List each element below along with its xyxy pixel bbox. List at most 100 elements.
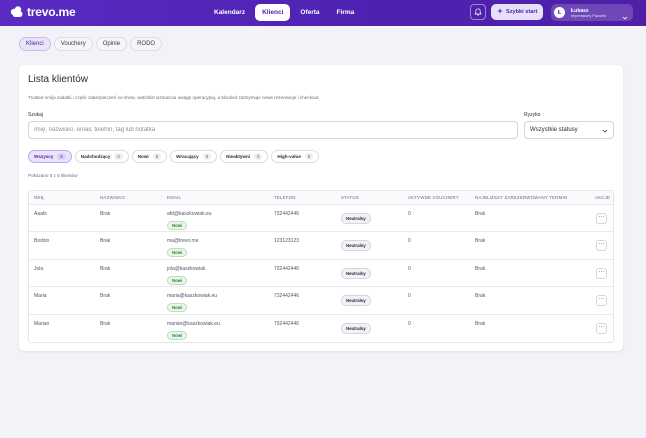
quick-start-button[interactable]: Szybki start (491, 4, 544, 20)
row-actions-button[interactable]: ··· (596, 240, 607, 252)
cell-last-name: Brak (100, 238, 111, 245)
tab-opinie[interactable]: Opinie (95, 37, 128, 51)
nav-kalendarz[interactable]: Kalendarz (214, 9, 246, 16)
cell-first-name: Bodzio (34, 238, 50, 245)
table-row[interactable]: Jola Brak jola@kaszkowiak 732442446 0 Brak Now… (29, 260, 613, 288)
status-badge: Neutralny (341, 240, 371, 252)
nav-klienci[interactable]: Klienci (255, 4, 291, 21)
card-description: Trusted omija zadatki i część zabezpiecz… (28, 95, 320, 100)
col-header-vouchers[interactable]: AKTYWNE VOUCHERY (408, 195, 459, 200)
filter-chip-wszyscy[interactable]: Wszyscy 5 (28, 150, 72, 163)
row-actions-button[interactable]: ··· (596, 213, 607, 224)
cell-phone: 123123123 (274, 238, 300, 245)
risk-label: Ryzyko (524, 112, 541, 118)
new-client-badge: Nowi (167, 248, 188, 258)
col-header-last-name[interactable]: NAZWISKO (100, 195, 126, 200)
cell-email: marian@kaszkowiak.eu (167, 320, 220, 327)
cell-last-name: Brak (100, 211, 111, 217)
cell-last-name: Brak (100, 293, 111, 300)
user-menu[interactable]: Ł Łukasz Impressivey Pazurek (551, 4, 633, 21)
nav-firma[interactable]: Firma (336, 9, 355, 16)
row-actions-button[interactable]: ··· (596, 295, 607, 307)
cell-email: maria@kaszkowiak.eu (167, 293, 218, 300)
cell-next-appointment: Brak (475, 238, 486, 245)
cell-next-appointment: Brak (475, 211, 486, 217)
quick-start-label: Szybki start (506, 9, 538, 15)
user-subtitle: Impressivey Pazurek (571, 13, 607, 18)
search-input[interactable] (28, 121, 518, 139)
nav-oferta[interactable]: Oferta (300, 9, 320, 16)
cell-vouchers: 0 (408, 238, 411, 245)
cell-phone: 732442446 (274, 211, 300, 217)
clients-card: Lista klientów Trusted omija zadatki i c… (19, 65, 623, 351)
filter-chip-count: 5 (57, 153, 66, 160)
col-header-email[interactable]: EMAIL (167, 195, 182, 200)
cell-first-name: Marian (34, 320, 50, 327)
status-badge: Neutralny (341, 267, 371, 279)
cell-phone: 732442446 (274, 265, 300, 272)
cell-next-appointment: Brak (475, 293, 486, 300)
filter-chip-label: Nieaktywni (226, 154, 251, 159)
cell-email: afd@kaszkowiak.eu (167, 211, 212, 217)
risk-select[interactable]: Wszystkie statusy (524, 121, 614, 139)
filter-chip-label: Wszyscy (34, 154, 54, 159)
tab-rodo[interactable]: RODO (130, 37, 163, 51)
clients-table: IMIĘ NAZWISKO EMAIL TELEFON STATUS AKTYW… (28, 190, 614, 343)
section-tabs: Klienci Vouchery Opinie RODO (19, 37, 163, 51)
status-badge: Neutralny (341, 295, 371, 307)
filter-chip-wracajacy[interactable]: Wracający 0 (170, 150, 218, 163)
table-row[interactable]: Bodzio Brak ma@trevo.me 123123123 0 Brak Nowi N… (29, 232, 613, 260)
new-client-badge: Nowi (167, 303, 188, 313)
new-client-badge: Nowi (167, 330, 188, 340)
status-badge: Neutralny (341, 213, 371, 224)
logo[interactable]: trevo.me (10, 5, 76, 19)
chevron-down-icon (622, 8, 628, 26)
cell-email: jola@kaszkowiak (167, 265, 206, 272)
cell-vouchers: 0 (408, 320, 411, 327)
notifications-button[interactable] (470, 4, 486, 20)
filter-chip-label: Wracający (176, 154, 199, 159)
risk-select-value: Wszystkie statusy (530, 127, 578, 133)
row-actions-button[interactable]: ··· (596, 322, 607, 334)
filter-chip-nowi[interactable]: Nowi 5 (131, 150, 168, 163)
cell-vouchers: 0 (408, 293, 411, 300)
page-title: Lista klientów (28, 74, 89, 85)
main-nav: Kalendarz Klienci Oferta Firma (207, 4, 361, 21)
filter-chip-count: 5 (152, 153, 162, 160)
cell-vouchers: 0 (408, 211, 411, 217)
filter-chip-high-value[interactable]: High-value 0 (271, 150, 320, 163)
cell-vouchers: 0 (408, 265, 411, 272)
segment-filters: Wszyscy 5 Nadchodzący 0 Nowi 5 Wracający… (28, 150, 320, 163)
filter-chip-count: 0 (202, 153, 212, 160)
col-header-actions: AKCJE (595, 195, 611, 200)
cell-next-appointment: Brak (475, 320, 486, 327)
table-row[interactable]: Marian Brak marian@kaszkowiak.eu 732442446 0… (29, 315, 613, 342)
bell-icon (474, 3, 482, 21)
filter-chip-label: Nowi (137, 154, 149, 159)
status-badge: Neutralny (341, 322, 371, 334)
table-row[interactable]: Maria Brak maria@kaszkowiak.eu 732442446 0 Br… (29, 287, 613, 315)
logo-icon (10, 5, 24, 19)
cell-next-appointment: Brak (475, 265, 486, 272)
cell-first-name: Maria (34, 293, 47, 300)
table-row[interactable]: Aaafs Brak afd@kaszkowiak.eu 732442446 0 Brak… (29, 205, 613, 233)
sparkle-icon (497, 8, 503, 16)
col-header-first-name[interactable]: IMIĘ (34, 195, 44, 200)
top-bar: trevo.me Kalendarz Klienci Oferta Firma … (0, 0, 646, 26)
user-name: Łukasz (571, 7, 589, 14)
tab-klienci[interactable]: Klienci (19, 37, 51, 51)
filter-chip-nieaktywni[interactable]: Nieaktywni 0 (220, 150, 269, 163)
cell-first-name: Jola (34, 265, 44, 272)
row-actions-button[interactable]: ··· (596, 267, 607, 279)
search-label: Szukaj (28, 112, 44, 118)
filter-chip-nadchodzacy[interactable]: Nadchodzący 0 (74, 150, 129, 163)
tab-vouchery[interactable]: Vouchery (53, 37, 93, 51)
cell-phone: 732442446 (274, 293, 300, 300)
col-header-status[interactable]: STATUS (341, 195, 359, 200)
filter-chip-label: Nadchodzący (80, 154, 111, 159)
logo-text: trevo.me (27, 5, 76, 19)
cell-first-name: Aaafs (34, 211, 47, 217)
col-header-phone[interactable]: TELEFON (274, 195, 296, 200)
col-header-next-appointment[interactable]: NAJBLIŻSZY ZAREZERWOWANY TERMIN (475, 195, 568, 200)
avatar: Ł (554, 7, 565, 18)
